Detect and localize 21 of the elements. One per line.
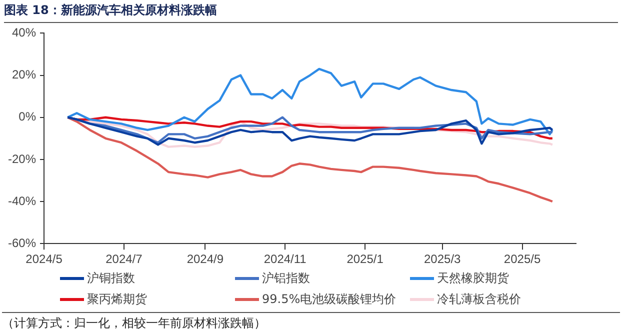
y-tick-label: -20% <box>8 152 36 166</box>
x-tick-label: 2025/5 <box>504 252 541 266</box>
chart-title: 图表 18：新能源汽车相关原材料涨跌幅 <box>4 2 618 23</box>
x-tick-label: 2024/5 <box>26 252 63 266</box>
y-tick-label: 40% <box>12 26 36 40</box>
x-tick-label: 2024/7 <box>106 252 143 266</box>
legend-label: 聚丙烯期货 <box>87 291 147 308</box>
legend-label: 沪铜指数 <box>87 270 135 287</box>
x-tick-label: 2025/1 <box>346 252 384 266</box>
x-tick-label: 2024/11 <box>264 252 307 266</box>
y-tick-label: -60% <box>8 236 36 250</box>
y-tick-label: -40% <box>8 194 36 208</box>
legend-label: 天然橡胶期货 <box>437 270 509 287</box>
legend-label: 沪铝指数 <box>262 270 310 287</box>
y-tick-label: 20% <box>12 68 36 82</box>
x-tick-label: 2024/9 <box>186 252 224 266</box>
legend-label: 99.5%电池级碳酸锂均价 <box>262 291 396 308</box>
legend-label: 冷轧薄板含税价 <box>437 291 521 308</box>
x-tick-label: 2025/3 <box>424 252 462 266</box>
y-tick-label: 0% <box>18 110 36 124</box>
text: （计算方式：归一化，相较一年前原材料涨跌幅） <box>2 312 620 332</box>
